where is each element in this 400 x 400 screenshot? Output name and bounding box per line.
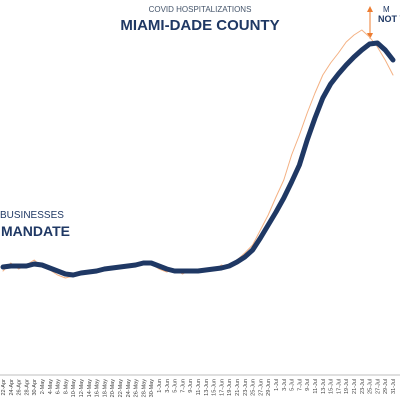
x-tick-label: 10-May [71, 379, 77, 398]
x-tick-label: 24-May [126, 379, 132, 398]
x-tick-label: 9-Jul [305, 379, 311, 391]
chart-subtitle: COVID HOSPITALIZATIONS [149, 5, 252, 14]
x-tick-label: 8-May [63, 379, 69, 395]
x-tick-label: 23-Jul [360, 379, 366, 394]
x-tick-label: 16-May [95, 379, 101, 398]
x-tick-label: 5-Jul [290, 379, 296, 391]
x-tick-label: 17-Jul [336, 379, 342, 394]
x-tick-label: 14-May [87, 379, 93, 398]
x-tick-label: 4-May [48, 379, 54, 395]
x-tick-label: 25-Jun [251, 379, 257, 396]
x-tick-label: 29-Jun [266, 379, 272, 396]
x-tick-label: 19-Jul [344, 379, 350, 394]
series-line [0, 40, 396, 278]
x-tick-label: 24-Apr [9, 379, 15, 396]
annotation: BUSINESSES [0, 210, 64, 221]
x-tick-label: 21-Jun [235, 379, 241, 396]
x-tick-label: 11-Jul [313, 379, 319, 394]
x-tick-label: 9-Jun [188, 379, 194, 393]
x-tick-label: 7-Jul [297, 379, 303, 391]
x-tick-label: 13-Jun [204, 379, 210, 396]
x-tick-label: 28-Apr [24, 379, 30, 396]
x-tick-label: 27-Jul [375, 379, 381, 394]
x-tick-label: 13-Jul [321, 379, 327, 394]
x-tick-label: 1-Jul [274, 379, 280, 391]
x-tick-label: 30-Apr [32, 379, 38, 396]
annotation: MANDATE [1, 223, 70, 239]
x-tick-label: 25-Jul [368, 379, 374, 394]
x-tick-label: 7-Jun [180, 379, 186, 393]
x-tick-label: 23-Jun [243, 379, 249, 396]
series-line [2, 29, 394, 279]
x-tick-label: 3-Jun [165, 379, 171, 393]
x-tick-label: 15-Jul [329, 379, 335, 394]
x-tick-label: 26-Apr [17, 379, 23, 396]
x-tick-label: 3-Jul [282, 379, 288, 391]
annotation: NOT V [378, 14, 400, 24]
x-tick-label: 31-Jul [391, 379, 397, 394]
x-tick-label: 20-May [110, 379, 116, 398]
x-tick-label: 21-Jul [352, 379, 358, 394]
x-tick-label: 27-Jun [258, 379, 264, 396]
x-tick-label: 12-May [79, 379, 85, 398]
x-tick-label: 22-Apr [1, 379, 7, 396]
x-tick-label: 11-Jun [196, 379, 202, 395]
x-tick-label: 1-Jun [157, 379, 163, 393]
x-tick-label: 2-May [40, 379, 46, 395]
chart-title: MIAMI-DADE COUNTY [120, 17, 279, 34]
x-tick-label: 5-Jun [173, 379, 179, 393]
x-tick-label: 26-May [134, 379, 140, 398]
annotation: M [383, 5, 390, 14]
x-tick-label: 6-May [56, 379, 62, 395]
x-tick-label: 17-Jun [219, 379, 225, 396]
x-tick-label: 28-May [141, 379, 147, 398]
x-tick-label: 18-May [102, 379, 108, 398]
x-tick-label: 15-Jun [212, 379, 218, 396]
x-tick-label: 22-May [118, 379, 124, 398]
x-tick-label: 29-Jul [383, 379, 389, 394]
x-tick-label: 30-May [149, 379, 155, 398]
x-tick-label: 19-Jun [227, 379, 233, 396]
